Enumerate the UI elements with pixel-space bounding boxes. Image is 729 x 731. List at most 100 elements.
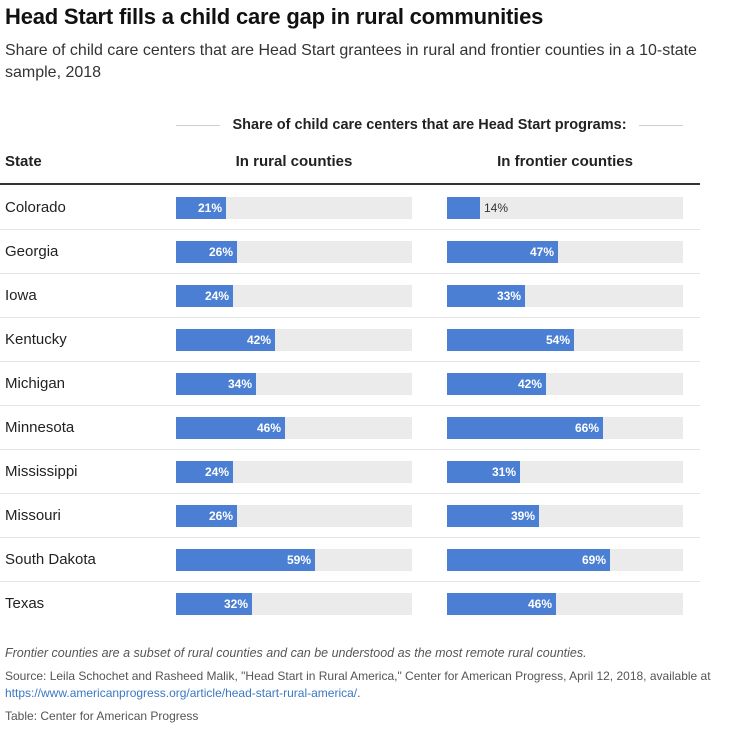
bar-frontier-iowa [447, 285, 525, 307]
table-row-georgia: Georgia 26% 47% [0, 230, 700, 274]
bar-frontier-georgia [447, 241, 558, 263]
bar-label-rural-georgia: 26% [208, 245, 233, 259]
row-separator [0, 229, 700, 230]
bar-track-rural-michigan: 34% [176, 373, 412, 395]
bar-label-rural-iowa: 24% [204, 289, 229, 303]
bar-frontier-minnesota [447, 417, 603, 439]
column-group-header: Share of child care centers that are Hea… [176, 114, 683, 136]
source-text: Source: Leila Schochet and Rasheed Malik… [5, 669, 711, 683]
row-separator [0, 317, 700, 318]
table-row-mississippi: Mississippi 24% 31% [0, 450, 700, 494]
state-label-colorado: Colorado [5, 199, 66, 216]
bar-frontier-mississippi [447, 461, 520, 483]
bar-label-rural-colorado: 21% [197, 201, 222, 215]
table-row-texas: Texas 32% 46% [0, 582, 700, 626]
bar-label-frontier-kentucky: 54% [545, 333, 570, 347]
bar-label-frontier-missouri: 39% [510, 509, 535, 523]
bar-label-frontier-colorado: 14% [484, 201, 509, 215]
bar-track-frontier-minnesota: 66% [447, 417, 683, 439]
row-separator [0, 581, 700, 582]
bar-track-frontier-colorado: 14% [447, 197, 683, 219]
bar-track-rural-mississippi: 24% [176, 461, 412, 483]
bar-track-frontier-texas: 46% [447, 593, 683, 615]
state-label-missouri: Missouri [5, 507, 61, 524]
state-label-kentucky: Kentucky [5, 331, 67, 348]
bar-label-frontier-iowa: 33% [496, 289, 521, 303]
header-rule [0, 183, 700, 185]
bar-track-rural-iowa: 24% [176, 285, 412, 307]
group-header-rule-left [176, 124, 221, 126]
column-header-rural: In rural counties [235, 153, 353, 170]
bar-label-frontier-south-dakota: 69% [581, 553, 606, 567]
row-separator [0, 449, 700, 450]
table-row-kentucky: Kentucky 42% 54% [0, 318, 700, 362]
bar-label-frontier-minnesota: 66% [574, 421, 599, 435]
row-separator [0, 493, 700, 494]
bar-rural-mississippi [176, 461, 233, 483]
bar-rural-colorado [176, 197, 226, 219]
state-label-georgia: Georgia [5, 243, 59, 260]
bar-track-rural-south-dakota: 59% [176, 549, 412, 571]
bar-label-rural-mississippi: 24% [204, 465, 229, 479]
state-label-minnesota: Minnesota [5, 419, 75, 436]
bar-rural-texas [176, 593, 252, 615]
state-label-south-dakota: South Dakota [5, 551, 96, 568]
bar-label-rural-kentucky: 42% [246, 333, 271, 347]
state-label-mississippi: Mississippi [5, 463, 78, 480]
source-tail: . [357, 686, 361, 700]
bar-label-frontier-texas: 46% [527, 597, 552, 611]
bar-label-frontier-michigan: 42% [517, 377, 542, 391]
table-row-south-dakota: South Dakota 59% 69% [0, 538, 700, 582]
bar-label-frontier-georgia: 47% [529, 245, 554, 259]
bar-rural-minnesota [176, 417, 285, 439]
chart-title: Head Start fills a child care gap in rur… [5, 4, 544, 29]
bar-track-rural-colorado: 21% [176, 197, 412, 219]
bar-rural-michigan [176, 373, 256, 395]
bar-label-frontier-mississippi: 31% [491, 465, 516, 479]
bar-rural-south-dakota [176, 549, 315, 571]
bar-label-rural-missouri: 26% [208, 509, 233, 523]
bar-track-frontier-mississippi: 31% [447, 461, 683, 483]
bar-frontier-south-dakota [447, 549, 610, 571]
bar-track-frontier-kentucky: 54% [447, 329, 683, 351]
row-separator [0, 273, 700, 274]
bar-track-frontier-missouri: 39% [447, 505, 683, 527]
row-separator [0, 361, 700, 362]
bar-rural-iowa [176, 285, 233, 307]
bar-track-frontier-georgia: 47% [447, 241, 683, 263]
table-credit: Table: Center for American Progress [5, 709, 199, 723]
state-label-michigan: Michigan [5, 375, 66, 392]
bar-rural-missouri [176, 505, 237, 527]
bar-track-rural-kentucky: 42% [176, 329, 412, 351]
bar-track-rural-texas: 32% [176, 593, 412, 615]
bar-track-rural-minnesota: 46% [176, 417, 412, 439]
bar-frontier-missouri [447, 505, 539, 527]
bar-track-frontier-michigan: 42% [447, 373, 683, 395]
bar-frontier-michigan [447, 373, 546, 395]
chart-subtitle: Share of child care centers that are Hea… [5, 42, 697, 81]
bar-frontier-colorado [447, 197, 480, 219]
bar-label-rural-minnesota: 46% [256, 421, 281, 435]
bar-track-rural-missouri: 26% [176, 505, 412, 527]
table-row-iowa: Iowa 24% 33% [0, 274, 700, 318]
state-label-texas: Texas [5, 595, 45, 612]
group-header-label: Share of child care centers that are Hea… [232, 117, 627, 133]
row-separator [0, 537, 700, 538]
column-header-state: State [5, 153, 42, 170]
table-row-missouri: Missouri 26% 39% [0, 494, 700, 538]
bar-label-rural-texas: 32% [223, 597, 248, 611]
table-row-colorado: Colorado 21% 14% [0, 186, 700, 230]
bar-label-rural-south-dakota: 59% [286, 553, 311, 567]
bar-frontier-texas [447, 593, 556, 615]
state-label-iowa: Iowa [5, 287, 37, 304]
bar-rural-kentucky [176, 329, 275, 351]
source-link[interactable]: https://www.americanprogress.org/article… [5, 686, 358, 700]
bar-rural-georgia [176, 241, 237, 263]
row-separator [0, 405, 700, 406]
source-note: Source: Leila Schochet and Rasheed Malik… [5, 668, 720, 702]
bar-track-frontier-iowa: 33% [447, 285, 683, 307]
bar-track-rural-georgia: 26% [176, 241, 412, 263]
bar-frontier-kentucky [447, 329, 574, 351]
footnote: Frontier counties are a subset of rural … [5, 646, 587, 660]
bar-track-frontier-south-dakota: 69% [447, 549, 683, 571]
